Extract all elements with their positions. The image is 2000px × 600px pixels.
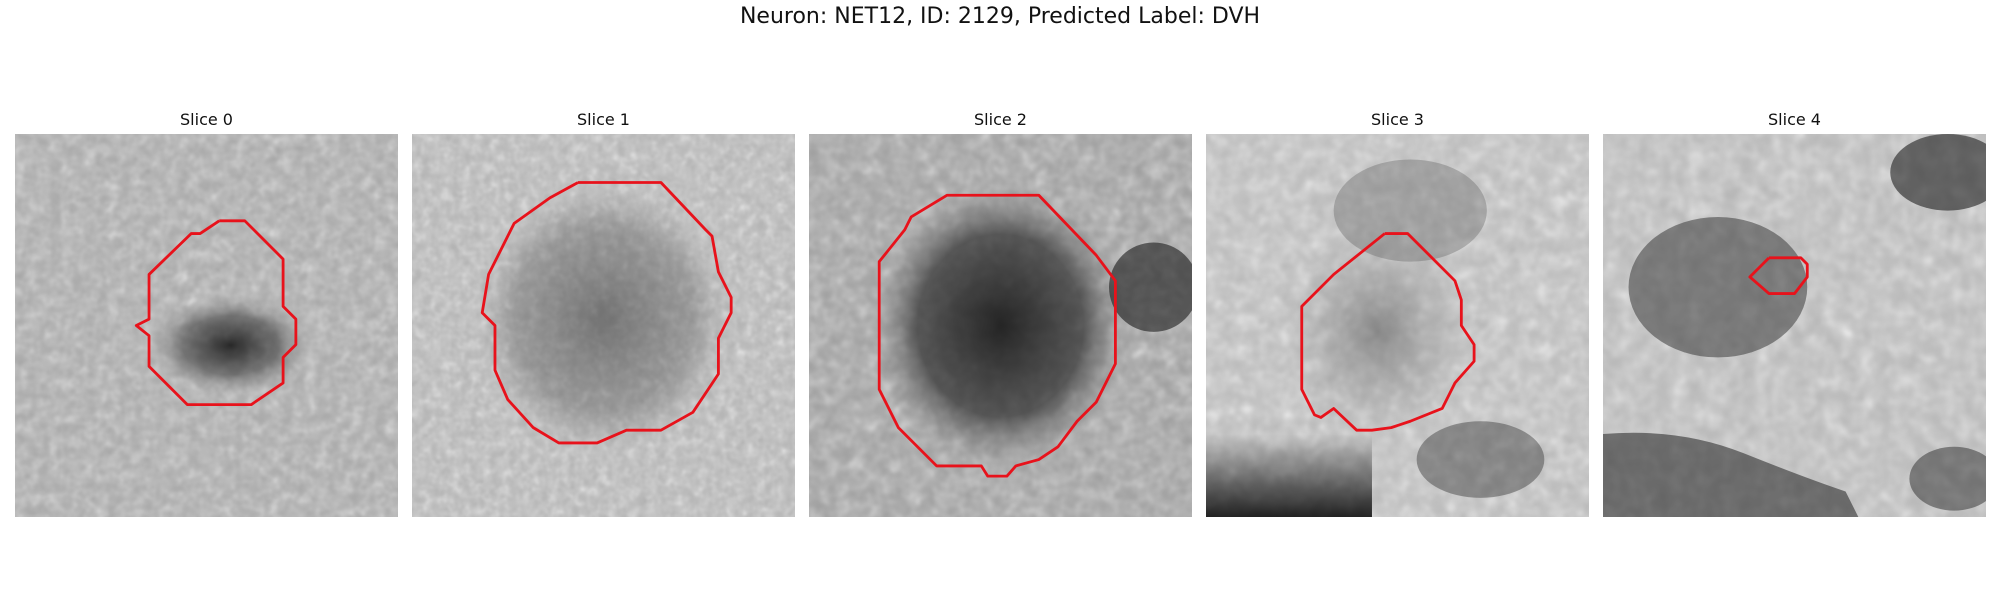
panel-title-2: Slice 2 — [974, 110, 1027, 129]
slice-image-0 — [15, 134, 398, 517]
panel-title-3: Slice 3 — [1371, 110, 1424, 129]
slice-image-3 — [1206, 134, 1589, 517]
roi-contour-0 — [134, 219, 298, 407]
slice-image-2 — [809, 134, 1192, 517]
dark-region — [872, 185, 1129, 466]
roi-contour-3 — [1300, 232, 1476, 432]
dark-region — [475, 185, 732, 454]
figure-title: Neuron: NET12, ID: 2129, Predicted Label… — [739, 4, 1261, 29]
roi-contour-2 — [877, 193, 1117, 478]
dark-region — [1628, 216, 1808, 358]
slice-panel-3: Slice 3 — [1206, 0, 1589, 520]
dark-region — [104, 268, 335, 409]
slice-panel-1: Slice 1 — [412, 0, 795, 520]
slice-panel-2: Slice 2 — [809, 0, 1192, 520]
roi-contour-4 — [1748, 256, 1809, 295]
slice-image-1 — [412, 134, 795, 517]
roi-contour-1 — [480, 181, 733, 445]
panel-title-1: Slice 1 — [577, 110, 630, 129]
slice-panel-4: Slice 4 — [1603, 0, 1986, 520]
panel-title-0: Slice 0 — [180, 110, 233, 129]
slice-image-4 — [1603, 134, 1986, 517]
slice-panel-0: Slice 0 — [15, 0, 398, 520]
panel-title-4: Slice 4 — [1768, 110, 1821, 129]
